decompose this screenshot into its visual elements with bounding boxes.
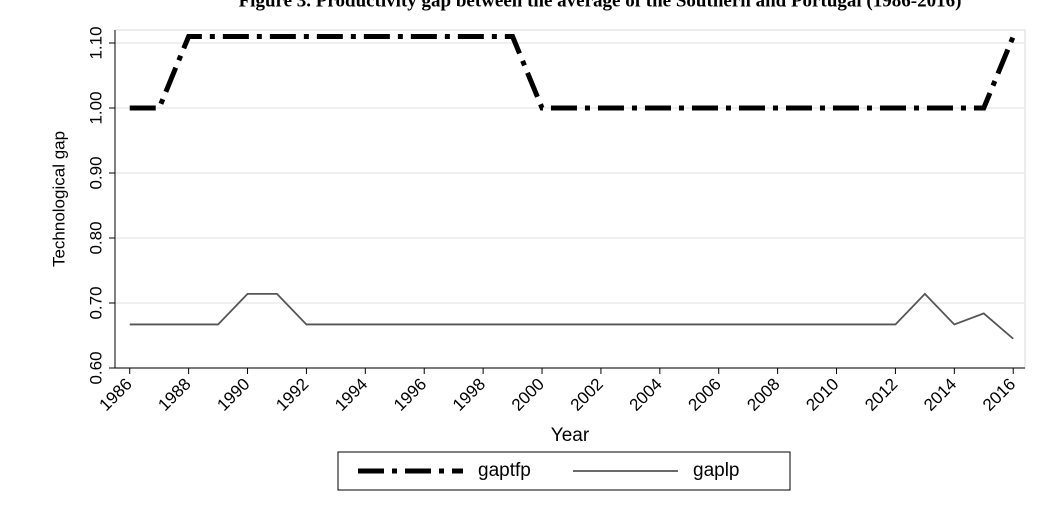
line-gaptfp bbox=[129, 34, 1016, 111]
chart-title: Figure 3. Productivity gap between the a… bbox=[239, 0, 962, 11]
y-tick-label: 0.60 bbox=[86, 351, 105, 384]
y-axis-title: Technological gap bbox=[49, 131, 68, 267]
legend-label: gaplp bbox=[693, 460, 740, 481]
plot-area bbox=[114, 29, 1026, 369]
y-tick-label: 1.00 bbox=[86, 91, 105, 124]
legend-label: gaptfp bbox=[478, 460, 531, 481]
y-tick-label: 0.80 bbox=[86, 221, 105, 254]
x-axis-title: Year bbox=[551, 425, 590, 446]
y-tick-label: 0.70 bbox=[86, 286, 105, 319]
y-tick-label: 0.90 bbox=[86, 156, 105, 189]
y-tick-label: 1.10 bbox=[86, 26, 105, 59]
line-gaplp bbox=[129, 292, 1014, 340]
